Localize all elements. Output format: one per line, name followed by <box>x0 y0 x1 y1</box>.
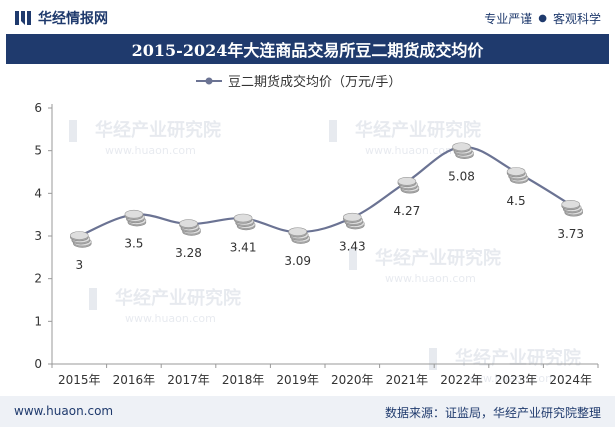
data-point-marker <box>179 219 201 236</box>
brand[interactable]: 华经情报网 <box>14 8 108 28</box>
data-point-marker <box>561 200 584 217</box>
data-label: 3.41 <box>230 241 257 255</box>
x-tick-label: 2023年 <box>495 373 538 387</box>
watermark-logo-icon <box>69 120 77 142</box>
data-point-marker <box>124 209 147 227</box>
legend-label: 豆二期货成交均价（万元/手） <box>228 74 401 90</box>
coin-face <box>506 167 526 176</box>
brand-name: 华经情报网 <box>38 11 108 27</box>
y-tick-label: 4 <box>34 186 42 200</box>
footer: www.huaon.com 数据来源：证监局，华经产业研究院整理 <box>0 396 615 427</box>
y-tick-label: 2 <box>34 272 42 286</box>
x-tick-label: 2024年 <box>549 373 592 387</box>
data-point-marker <box>506 167 529 184</box>
chart-area: 华经产业研究院 www.huaon.com 华经产业研究院 www.huaon.com… <box>0 64 615 394</box>
tagline-left: 专业严谨 <box>484 12 533 26</box>
data-label: 3.09 <box>284 254 311 268</box>
x-tick-label: 2016年 <box>113 373 156 387</box>
coin-face <box>233 213 253 223</box>
data-label: 3.28 <box>175 246 202 260</box>
coin-face <box>561 200 581 209</box>
data-label: 4.27 <box>394 204 421 218</box>
coin-face <box>288 227 308 236</box>
coin-face <box>124 209 144 219</box>
watermark-url: www.huaon.com <box>125 312 216 325</box>
y-tick-label: 0 <box>34 357 42 371</box>
tagline-dot-icon: ● <box>538 13 547 24</box>
watermark-text: 华经产业研究院 <box>455 347 581 369</box>
line-chart: 华经产业研究院 www.huaon.com 华经产业研究院 www.huaon.com… <box>34 74 599 387</box>
data-label: 4.5 <box>507 194 526 208</box>
data-point-marker <box>397 177 420 194</box>
footer-source: 数据来源：证监局，华经产业研究院整理 <box>384 406 601 420</box>
chart-title-bar: 2015-2024年大连商品交易所豆二期货成交均价 <box>6 34 609 64</box>
series-layer <box>70 142 584 248</box>
data-label: 3.43 <box>339 240 366 254</box>
x-tick-label: 2017年 <box>167 373 210 387</box>
watermark-logo-icon <box>429 348 437 370</box>
watermark: 华经产业研究院 www.huaon.com <box>329 119 481 157</box>
data-point-marker <box>452 142 474 159</box>
data-label: 3 <box>75 258 83 272</box>
series-line <box>78 146 572 238</box>
watermark-text: 华经产业研究院 <box>375 247 501 269</box>
watermark-text: 华经产业研究院 <box>115 287 241 309</box>
watermark-logo-icon <box>89 288 97 310</box>
coin-face <box>452 142 471 152</box>
y-tick-label: 3 <box>34 229 42 243</box>
coin-face <box>342 212 362 222</box>
chart-title: 2015-2024年大连商品交易所豆二期货成交均价 <box>131 41 484 60</box>
watermark-logo-icon <box>349 248 357 270</box>
x-tick-label: 2018年 <box>222 373 265 387</box>
data-label: 5.08 <box>448 169 475 183</box>
data-labels: 3 3.5 3.28 3.41 3.09 3.43 4.27 5.08 4.5 3.73 <box>75 169 584 272</box>
brand-logo-icon <box>14 9 32 27</box>
coin-face <box>397 177 417 186</box>
watermark: 华经产业研究院 www.huaon.com <box>89 287 241 325</box>
legend: 豆二期货成交均价（万元/手） <box>196 74 401 90</box>
footer-site-link[interactable]: www.huaon.com <box>14 404 114 418</box>
watermark-url: www.huaon.com <box>105 144 196 157</box>
data-label: 3.73 <box>557 227 584 241</box>
y-tick-label: 6 <box>34 101 42 115</box>
top-bar: 华经情报网 专业严谨 ● 客观科学 <box>0 0 615 34</box>
y-tick-label: 1 <box>34 314 42 328</box>
watermark-text: 华经产业研究院 <box>355 119 481 141</box>
data-label: 3.5 <box>124 237 143 251</box>
x-tick-label: 2021年 <box>386 373 429 387</box>
tagline-right: 客观科学 <box>552 12 601 26</box>
x-tick-label: 2019年 <box>276 373 319 387</box>
watermark-layer: 华经产业研究院 www.huaon.com 华经产业研究院 www.huaon.com… <box>69 119 581 385</box>
coin-face <box>179 219 198 228</box>
watermark: 华经产业研究院 www.huaon.com <box>349 247 501 285</box>
watermark-text: 华经产业研究院 <box>95 119 221 141</box>
tagline: 专业严谨 ● 客观科学 <box>484 10 601 27</box>
x-tick-label: 2020年 <box>331 373 374 387</box>
watermark-logo-icon <box>329 120 337 142</box>
y-tick-label: 5 <box>34 144 42 158</box>
coin-face <box>70 231 89 240</box>
data-point-marker <box>288 227 311 244</box>
watermark-url: www.huaon.com <box>465 372 556 385</box>
watermark-url: www.huaon.com <box>365 144 456 157</box>
legend-marker <box>205 77 213 85</box>
data-point-marker <box>342 212 365 230</box>
watermark: 华经产业研究院 www.huaon.com <box>69 119 221 157</box>
x-tick-label: 2022年 <box>440 373 483 387</box>
x-tick-label: 2015年 <box>58 373 101 387</box>
data-point-marker <box>233 213 256 231</box>
data-point-marker <box>70 231 92 248</box>
watermark-url: www.huaon.com <box>385 272 476 285</box>
axes: 0 1 2 3 4 5 6 2015年 2016年 2017年 2018年 2019年 2020年 202… <box>34 101 599 387</box>
